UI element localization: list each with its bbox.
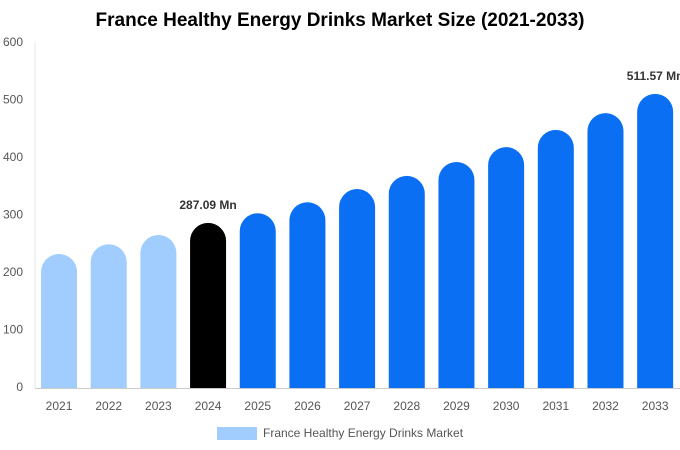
chart-title: France Healthy Energy Drinks Market Size… bbox=[96, 10, 585, 31]
y-tick-label: 600 bbox=[3, 35, 23, 49]
y-tick-label: 400 bbox=[3, 150, 23, 164]
y-tick-label: 200 bbox=[3, 265, 23, 279]
legend-swatch bbox=[217, 427, 257, 440]
bar bbox=[239, 213, 276, 388]
x-tick-label: 2021 bbox=[46, 399, 73, 413]
y-tick-label: 0 bbox=[16, 380, 23, 394]
bar bbox=[140, 235, 177, 388]
bar bbox=[637, 93, 674, 388]
value-label: 287.09 Mn bbox=[179, 198, 236, 212]
bar bbox=[537, 129, 574, 388]
x-tick-label: 2025 bbox=[244, 399, 271, 413]
bar bbox=[339, 189, 376, 388]
bar bbox=[438, 162, 475, 388]
y-tick-label: 100 bbox=[3, 323, 23, 337]
bar bbox=[388, 175, 425, 388]
value-label: 511.57 Mn bbox=[627, 69, 680, 83]
bar bbox=[289, 202, 326, 388]
x-tick-label: 2031 bbox=[542, 399, 569, 413]
x-tick-label: 2022 bbox=[95, 399, 122, 413]
y-tick-label: 300 bbox=[3, 208, 23, 222]
x-tick-label: 2030 bbox=[493, 399, 520, 413]
bar bbox=[90, 244, 127, 388]
bar bbox=[190, 222, 227, 388]
x-tick-label: 2026 bbox=[294, 399, 321, 413]
x-tick-label: 2028 bbox=[393, 399, 420, 413]
x-tick-label: 2027 bbox=[344, 399, 371, 413]
x-tick-label: 2023 bbox=[145, 399, 172, 413]
legend-label: France Healthy Energy Drinks Market bbox=[263, 426, 464, 440]
y-tick-label: 500 bbox=[3, 93, 23, 107]
x-tick-label: 2032 bbox=[592, 399, 619, 413]
bar bbox=[488, 147, 525, 388]
x-tick-label: 2029 bbox=[443, 399, 470, 413]
bar bbox=[587, 113, 624, 388]
x-tick-label: 2033 bbox=[642, 399, 669, 413]
bar bbox=[41, 254, 78, 388]
x-tick-label: 2024 bbox=[195, 399, 222, 413]
